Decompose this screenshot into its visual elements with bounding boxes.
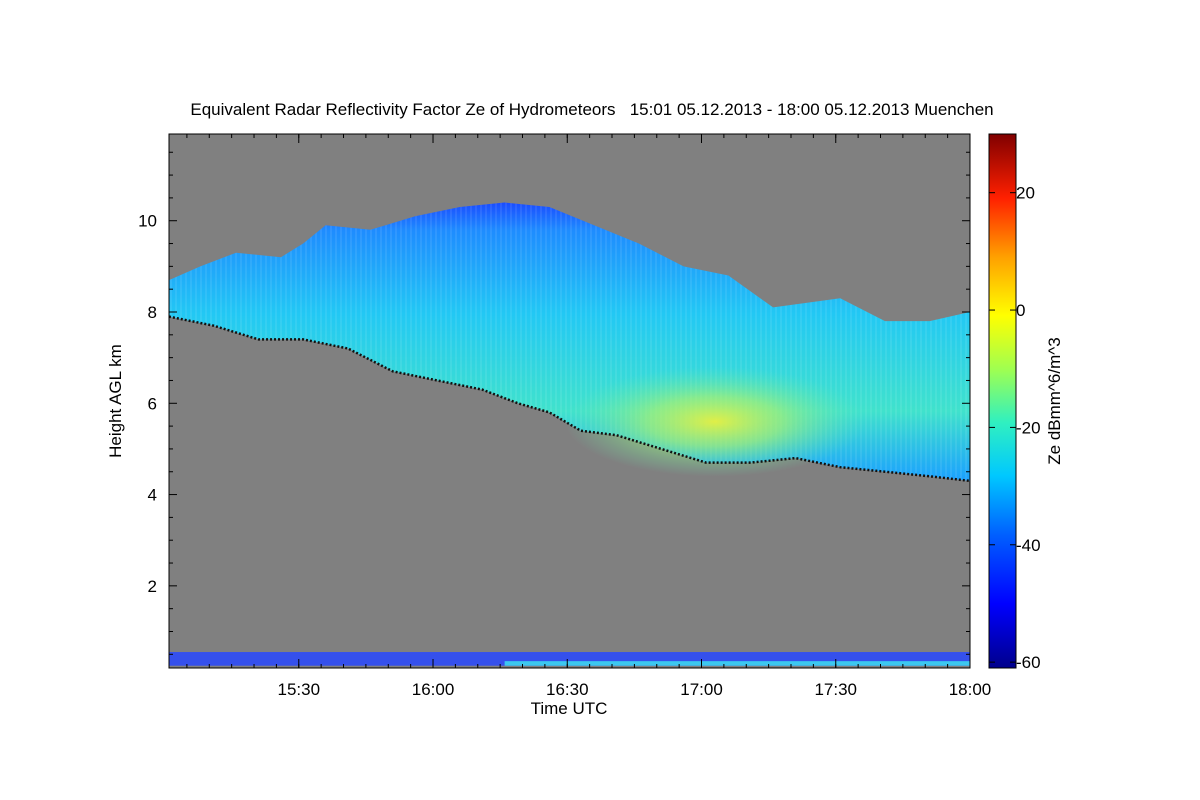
x-axis: 15:30 16:00 16:30 17:00 17:30 18:00 <box>186 134 992 699</box>
colorbar-tick-label: 20 <box>1016 184 1035 203</box>
colorbar-tick-label: 0 <box>1016 301 1025 320</box>
y-tick-label: 6 <box>148 394 157 413</box>
chart-title: Equivalent Radar Reflectivity Factor Ze … <box>190 100 993 119</box>
colorbar-tick-label: -20 <box>1016 418 1041 437</box>
colorbar-tick-label: -60 <box>1016 653 1041 672</box>
plot-area <box>169 202 970 666</box>
x-tick-label: 17:00 <box>680 680 723 699</box>
x-tick-label: 18:00 <box>949 680 992 699</box>
ground-clutter-bright <box>504 661 970 666</box>
x-axis-label: Time UTC <box>531 699 608 718</box>
x-tick-label: 16:30 <box>546 680 589 699</box>
cloud-base-line <box>169 315 970 483</box>
y-tick-label: 8 <box>148 303 157 322</box>
reflectivity-core <box>564 366 865 477</box>
colorbar-tick-label: -40 <box>1016 536 1041 555</box>
y-tick-label: 4 <box>148 486 157 505</box>
x-tick-label: 17:30 <box>814 680 857 699</box>
y-axis: 2 4 6 8 10 <box>138 151 970 655</box>
colorbar-ticks: 20 0 -20 -40 -60 <box>989 184 1041 672</box>
colorbar-label: Ze dBmm^6/m^3 <box>1045 337 1064 464</box>
colorbar <box>988 133 1017 669</box>
plot-frame <box>168 133 971 669</box>
y-axis-label: Height AGL km <box>106 344 125 458</box>
y-tick-label: 2 <box>148 577 157 596</box>
y-tick-label: 10 <box>138 212 157 231</box>
x-tick-label: 16:00 <box>412 680 455 699</box>
x-tick-label: 15:30 <box>277 680 320 699</box>
